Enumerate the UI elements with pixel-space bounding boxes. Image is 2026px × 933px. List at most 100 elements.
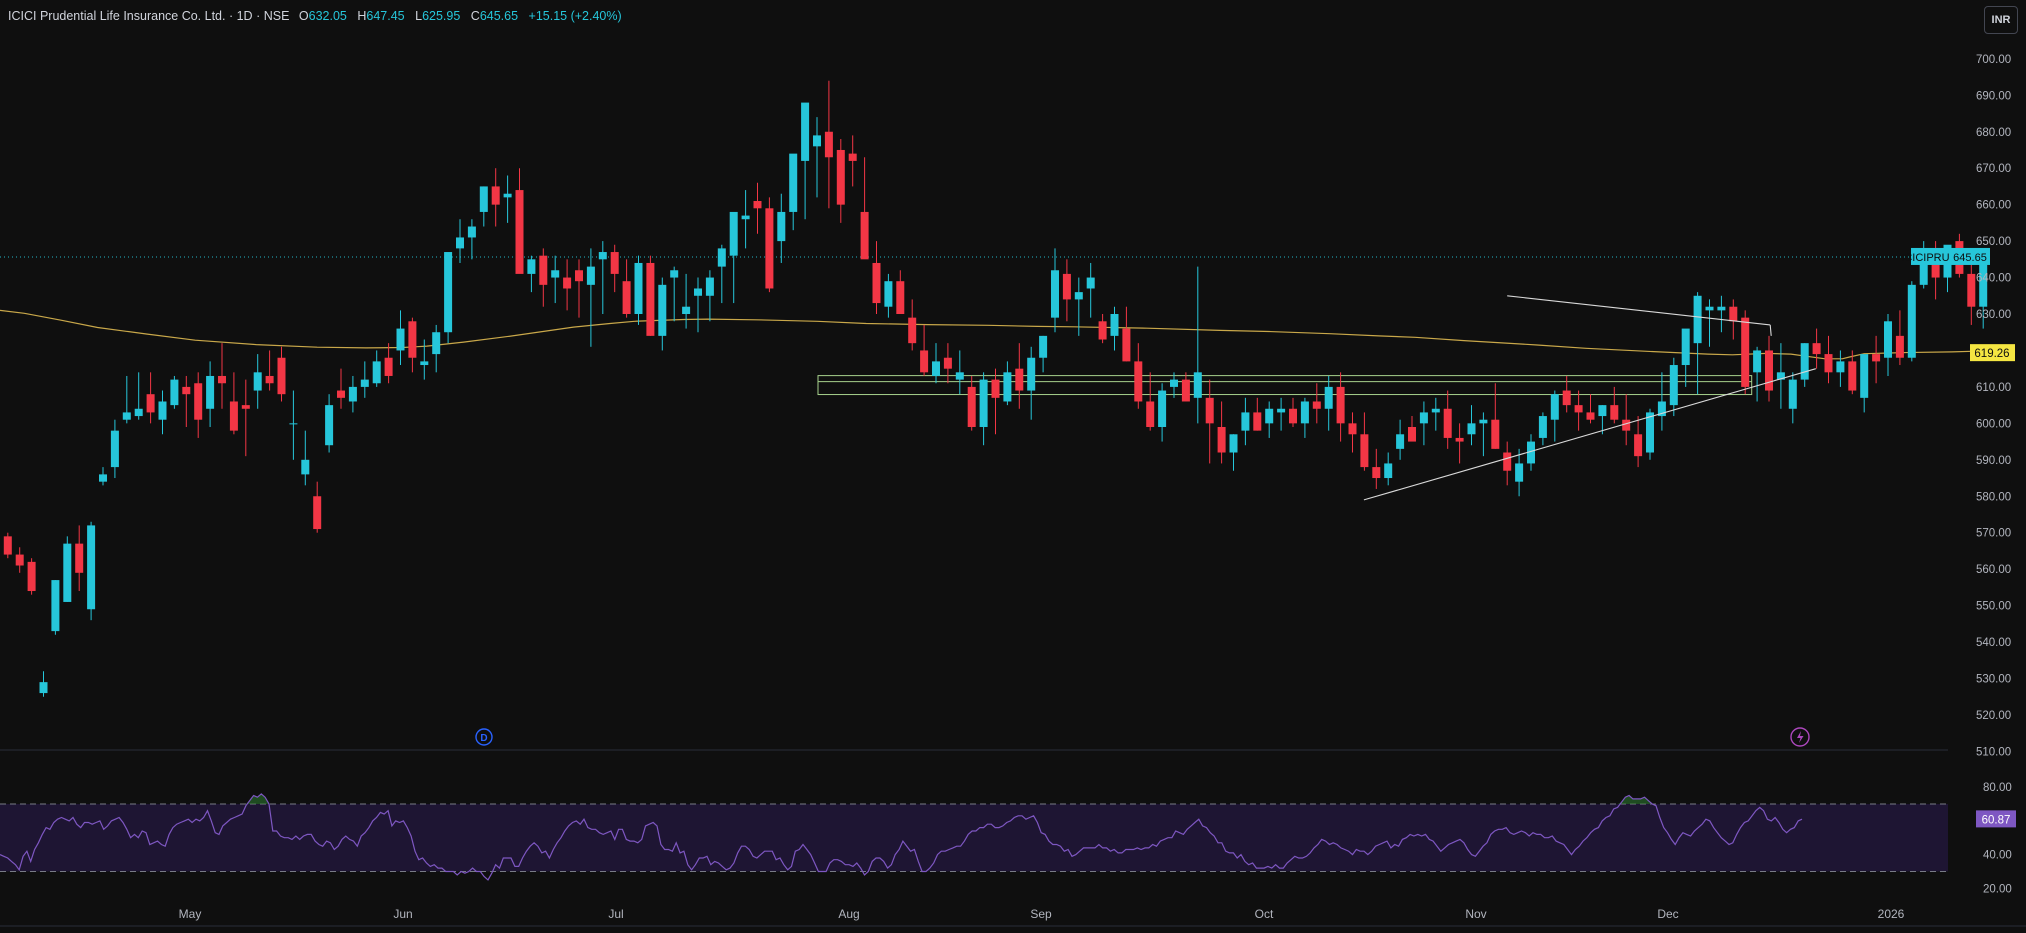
candle-body: [1419, 412, 1428, 424]
price-axis-tick: 660.00: [1976, 200, 2011, 212]
candle-body: [1372, 467, 1381, 479]
candle-body: [801, 102, 810, 161]
candle-body: [646, 262, 655, 336]
candle: [824, 80, 833, 209]
candle-body: [1527, 441, 1535, 464]
candle: [265, 350, 274, 391]
resistance-trendline: [1507, 295, 1771, 326]
candle-body: [979, 379, 988, 427]
candle-body: [1741, 317, 1750, 387]
candle-body: [658, 284, 667, 336]
candle: [634, 255, 643, 325]
moving-average-line: [0, 309, 2001, 360]
interval-label[interactable]: 1D: [236, 9, 253, 23]
candle-body: [1396, 434, 1405, 449]
candle-body: [1705, 306, 1714, 311]
candle: [717, 244, 726, 304]
candle: [1634, 416, 1643, 468]
last-price-tag-value-bg: [1950, 247, 1990, 265]
low-value: 625.95: [422, 9, 461, 23]
candle: [1003, 361, 1012, 406]
close-label: C: [470, 9, 480, 23]
candle: [134, 372, 143, 420]
price-axis-tick: 630.00: [1976, 309, 2011, 321]
candle: [1408, 416, 1416, 442]
candle-body: [1895, 335, 1904, 358]
candle-body: [1753, 350, 1762, 373]
candle: [313, 481, 322, 533]
candle-body: [765, 208, 774, 289]
candle: [241, 379, 250, 457]
consolidation-zone: [817, 375, 1753, 396]
candle: [1515, 448, 1524, 497]
last-price-tag-ticker-bg: [1911, 247, 1949, 265]
symbol-name[interactable]: ICICI Prudential Life Insurance Co. Ltd.: [8, 9, 226, 23]
candle: [1967, 262, 1976, 325]
candle: [1146, 372, 1155, 431]
candle: [1598, 405, 1607, 435]
candle-body: [1265, 408, 1274, 424]
candle: [1776, 343, 1785, 409]
moving-average-tag-bg: [1970, 344, 2015, 362]
candle: [1360, 412, 1369, 471]
candle-body: [1657, 401, 1666, 417]
rsi-pane[interactable]: [0, 793, 1948, 881]
candle: [301, 430, 310, 486]
candle: [444, 252, 453, 344]
candle: [1181, 372, 1190, 402]
price-axis-tick: 580.00: [1976, 491, 2011, 503]
candle-body: [1300, 401, 1309, 424]
candle-body: [908, 317, 917, 344]
candle-body: [836, 149, 845, 205]
candle-body: [813, 135, 821, 147]
candle: [1788, 372, 1797, 424]
candle: [1289, 397, 1297, 427]
candle-body: [1217, 426, 1226, 453]
candle-body: [860, 211, 869, 260]
low-label: L: [415, 9, 423, 23]
candle-body: [1098, 321, 1107, 340]
candle-body: [1384, 463, 1393, 479]
candle: [1848, 350, 1857, 395]
candle: [337, 368, 345, 409]
candle-body: [63, 543, 72, 602]
candle: [610, 244, 619, 293]
candle: [729, 211, 738, 304]
candle-body: [753, 201, 762, 209]
candle-body: [1562, 390, 1571, 406]
candle-body: [1646, 412, 1654, 453]
candle-body: [1586, 412, 1595, 420]
candle-body: [694, 288, 702, 296]
candle-body: [955, 372, 964, 380]
currency-button[interactable]: INR: [1984, 6, 2018, 34]
open-label: O: [298, 9, 309, 23]
candle-body: [218, 375, 226, 384]
candle-body: [51, 580, 60, 632]
candle-body: [1491, 419, 1500, 449]
candle-body: [206, 375, 215, 409]
candle-body: [491, 186, 500, 205]
price-axis-tick: 590.00: [1976, 455, 2011, 467]
time-axis-tick: Jul: [608, 907, 623, 921]
candle: [348, 375, 357, 413]
candle: [1241, 397, 1250, 446]
candle-body: [610, 252, 619, 274]
price-axis-tick: 680.00: [1976, 127, 2011, 139]
candle-body: [1800, 343, 1809, 380]
candle-body: [1039, 335, 1048, 358]
candle-body: [1729, 306, 1738, 322]
candle: [575, 259, 583, 318]
candle-body: [741, 215, 750, 220]
candle: [1717, 295, 1726, 333]
candle: [1265, 401, 1274, 438]
candle-body: [1051, 270, 1059, 318]
candle-body: [1681, 328, 1690, 366]
rsi-value-tag: 60.87: [1976, 810, 2016, 828]
price-pane[interactable]: D: [0, 80, 2001, 747]
candle: [63, 536, 72, 602]
candle-body: [27, 561, 36, 592]
candle-body: [194, 383, 203, 420]
candle: [158, 390, 167, 435]
